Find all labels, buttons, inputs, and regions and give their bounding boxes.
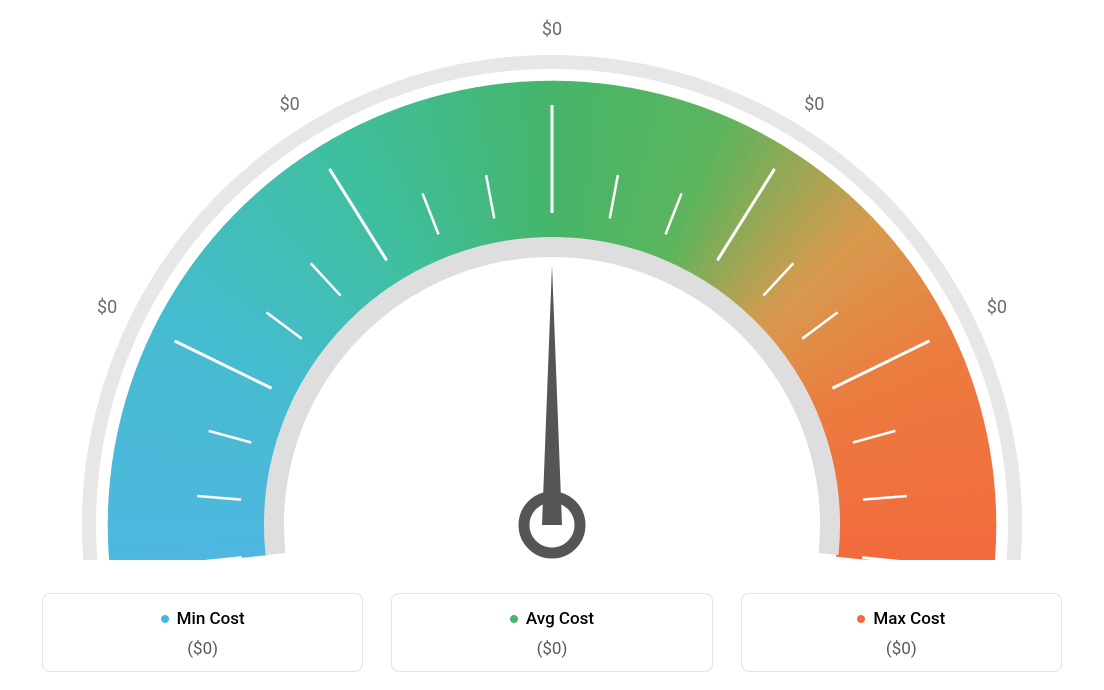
- legend-row: Min Cost ($0) Avg Cost ($0) Max Cost ($0…: [42, 593, 1062, 672]
- gauge-chart: $0$0$0$0$0$0$0: [22, 0, 1082, 560]
- legend-dot-avg: [510, 615, 518, 623]
- legend-title-min: Min Cost: [161, 609, 245, 629]
- legend-card-avg: Avg Cost ($0): [391, 593, 712, 672]
- scale-label-2: $0: [280, 94, 300, 115]
- legend-label-avg: Avg Cost: [526, 609, 594, 629]
- legend-label-max: Max Cost: [873, 609, 945, 629]
- scale-label-3: $0: [542, 19, 562, 40]
- legend-card-max: Max Cost ($0): [741, 593, 1062, 672]
- scale-label-5: $0: [987, 297, 1007, 318]
- legend-value-avg: ($0): [402, 639, 701, 659]
- legend-title-max: Max Cost: [857, 609, 945, 629]
- legend-dot-min: [161, 615, 169, 623]
- scale-label-4: $0: [804, 94, 824, 115]
- gauge-svg: $0$0$0$0$0$0$0: [22, 0, 1082, 560]
- legend-title-avg: Avg Cost: [510, 609, 594, 629]
- legend-value-max: ($0): [752, 639, 1051, 659]
- legend-label-min: Min Cost: [177, 609, 245, 629]
- legend-card-min: Min Cost ($0): [42, 593, 363, 672]
- legend-value-min: ($0): [53, 639, 352, 659]
- scale-label-1: $0: [97, 297, 117, 318]
- legend-dot-max: [857, 615, 865, 623]
